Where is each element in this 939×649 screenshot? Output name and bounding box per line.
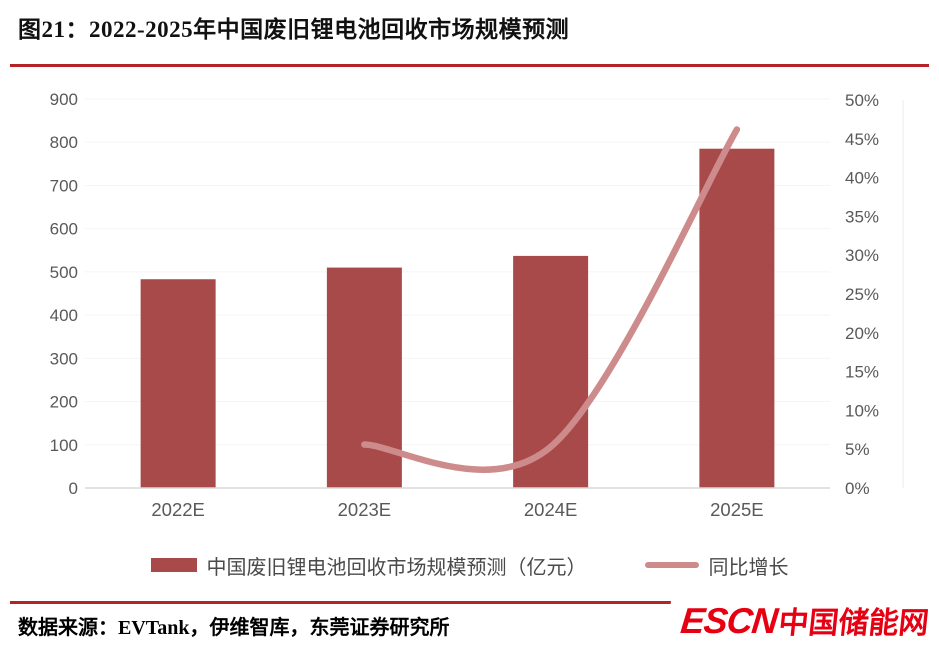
chart-area: 900 800 700 600 500 400 300 200 100 0 50% 45% 40% 35%… [0, 80, 939, 542]
left-axis-tick-700: 700 [50, 176, 78, 195]
left-axis-tick-100: 100 [50, 436, 78, 455]
x-axis-label-2024E: 2024E [524, 499, 578, 520]
escn-logo-chinese: 中国储能网 [776, 607, 931, 640]
right-axis-tick-45%: 45% [845, 130, 879, 149]
left-axis-tick-400: 400 [50, 306, 78, 325]
chart-canvas: 900 800 700 600 500 400 300 200 100 0 50% 45% 40% 35%… [50, 90, 904, 520]
escn-logo-latin: ESCN [678, 600, 780, 641]
right-axis-tick-35%: 35% [845, 207, 879, 226]
bar-2023E [326, 267, 402, 488]
left-axis-tick-900: 900 [50, 90, 78, 109]
right-axis-tick-40%: 40% [845, 169, 879, 188]
figure-title: 图21：2022-2025年中国废旧锂电池回收市场规模预测 [18, 17, 570, 42]
left-axis-tick-800: 800 [50, 133, 78, 152]
bar-2025E [699, 148, 775, 488]
line-series-swatch [644, 562, 699, 568]
left-axis-tick-0: 0 [69, 479, 78, 498]
x-axis-label-2023E: 2023E [338, 499, 392, 520]
bar-2022E [140, 279, 216, 488]
legend-item-growth: 同比增长 [644, 551, 789, 580]
right-axis-tick-10%: 10% [845, 401, 879, 420]
escn-logo: ESCN 中国储能网 [666, 596, 934, 644]
left-axis-tick-200: 200 [50, 393, 78, 412]
line-series-label: 同比增长 [708, 556, 789, 579]
chart-legend: 中国废旧锂电池回收市场规模预测（亿元） 同比增长 [0, 550, 939, 580]
x-axis-label-2022E: 2022E [151, 499, 205, 520]
growth-line [361, 126, 741, 473]
left-axis-tick-500: 500 [50, 263, 78, 282]
bar-series-label: 中国废旧锂电池回收市场规模预测（亿元） [206, 556, 587, 579]
title-divider-rule [10, 64, 929, 67]
left-axis-tick-300: 300 [50, 349, 78, 368]
legend-item-market-size: 中国废旧锂电池回收市场规模预测（亿元） [150, 551, 587, 580]
bar-series-swatch [150, 558, 197, 572]
right-axis-tick-15%: 15% [845, 363, 879, 382]
left-axis-tick-600: 600 [50, 220, 78, 239]
bar-2024E [513, 255, 589, 488]
right-axis-tick-5%: 5% [845, 440, 870, 459]
right-axis-tick-20%: 20% [845, 324, 879, 343]
footer-divider-rule [10, 601, 929, 604]
right-axis-tick-25%: 25% [845, 285, 879, 304]
x-axis-label-2025E: 2025E [710, 499, 764, 520]
right-axis-tick-30%: 30% [845, 246, 879, 265]
right-axis-tick-0%: 0% [845, 479, 870, 498]
right-axis-tick-50%: 50% [845, 91, 879, 110]
data-source-text: 数据来源：EVTank，伊维智库，东莞证券研究所 [18, 617, 450, 639]
